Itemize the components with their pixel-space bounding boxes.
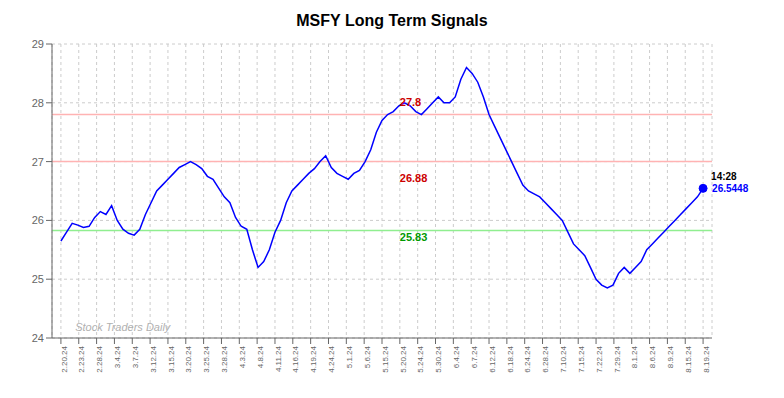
svg-text:4.19.24: 4.19.24	[309, 345, 318, 372]
html-text:MSFY Long Term Signals: MSFY Long Term Signals	[296, 12, 488, 29]
svg-text:29: 29	[32, 38, 44, 50]
svg-text:14:28: 14:28	[711, 171, 737, 182]
svg-text:6.12.24: 6.12.24	[488, 345, 497, 372]
svg-text:5.15.24: 5.15.24	[381, 345, 390, 372]
svg-text:6.28.24: 6.28.24	[541, 345, 550, 372]
svg-text:8.15.24: 8.15.24	[684, 345, 693, 372]
svg-text:3.15.24: 3.15.24	[167, 345, 176, 372]
svg-text:6.7.24: 6.7.24	[470, 345, 479, 368]
svg-text:2.28.24: 2.28.24	[95, 345, 104, 372]
svg-text:5.30.24: 5.30.24	[434, 345, 443, 372]
svg-text:4.24.24: 4.24.24	[327, 345, 336, 372]
svg-text:4.3.24: 4.3.24	[238, 345, 247, 368]
svg-text:24: 24	[32, 332, 44, 344]
svg-text:3.12.24: 3.12.24	[149, 345, 158, 372]
svg-text:8.1.24: 8.1.24	[630, 345, 639, 368]
svg-text:7.10.24: 7.10.24	[559, 345, 568, 372]
svg-text:27: 27	[32, 156, 44, 168]
svg-text:7.15.24: 7.15.24	[577, 345, 586, 372]
svg-text:8.19.24: 8.19.24	[702, 345, 711, 372]
svg-text:3.20.24: 3.20.24	[184, 345, 193, 372]
svg-text:Stock Traders Daily: Stock Traders Daily	[75, 321, 172, 333]
svg-text:7.29.24: 7.29.24	[613, 345, 622, 372]
svg-text:5.1.24: 5.1.24	[345, 345, 354, 368]
svg-text:4.11.24: 4.11.24	[274, 345, 283, 372]
svg-text:25: 25	[32, 273, 44, 285]
svg-text:25.83: 25.83	[400, 231, 428, 243]
svg-text:8.6.24: 8.6.24	[648, 345, 657, 368]
svg-text:3.25.24: 3.25.24	[202, 345, 211, 372]
svg-text:2.23.24: 2.23.24	[77, 345, 86, 372]
svg-text:27.8: 27.8	[400, 96, 421, 108]
svg-text:28: 28	[32, 97, 44, 109]
svg-text:6.18.24: 6.18.24	[506, 345, 515, 372]
svg-text:6.4.24: 6.4.24	[452, 345, 461, 368]
svg-text:5.24.24: 5.24.24	[416, 345, 425, 372]
svg-text:8.9.24: 8.9.24	[666, 345, 675, 368]
svg-text:26.88: 26.88	[400, 172, 428, 184]
svg-text:3.7.24: 3.7.24	[131, 345, 140, 368]
svg-text:3.28.24: 3.28.24	[220, 345, 229, 372]
svg-text:4.8.24: 4.8.24	[256, 345, 265, 368]
svg-text:26: 26	[32, 214, 44, 226]
svg-text:5.20.24: 5.20.24	[399, 345, 408, 372]
svg-text:5.6.24: 5.6.24	[363, 345, 372, 368]
svg-text:26.5448: 26.5448	[712, 183, 749, 194]
svg-text:3.4.24: 3.4.24	[113, 345, 122, 368]
svg-text:4.16.24: 4.16.24	[291, 345, 300, 372]
svg-text:6.24.24: 6.24.24	[523, 345, 532, 372]
svg-text:7.22.24: 7.22.24	[595, 345, 604, 372]
svg-text:2.20.24: 2.20.24	[60, 345, 69, 372]
